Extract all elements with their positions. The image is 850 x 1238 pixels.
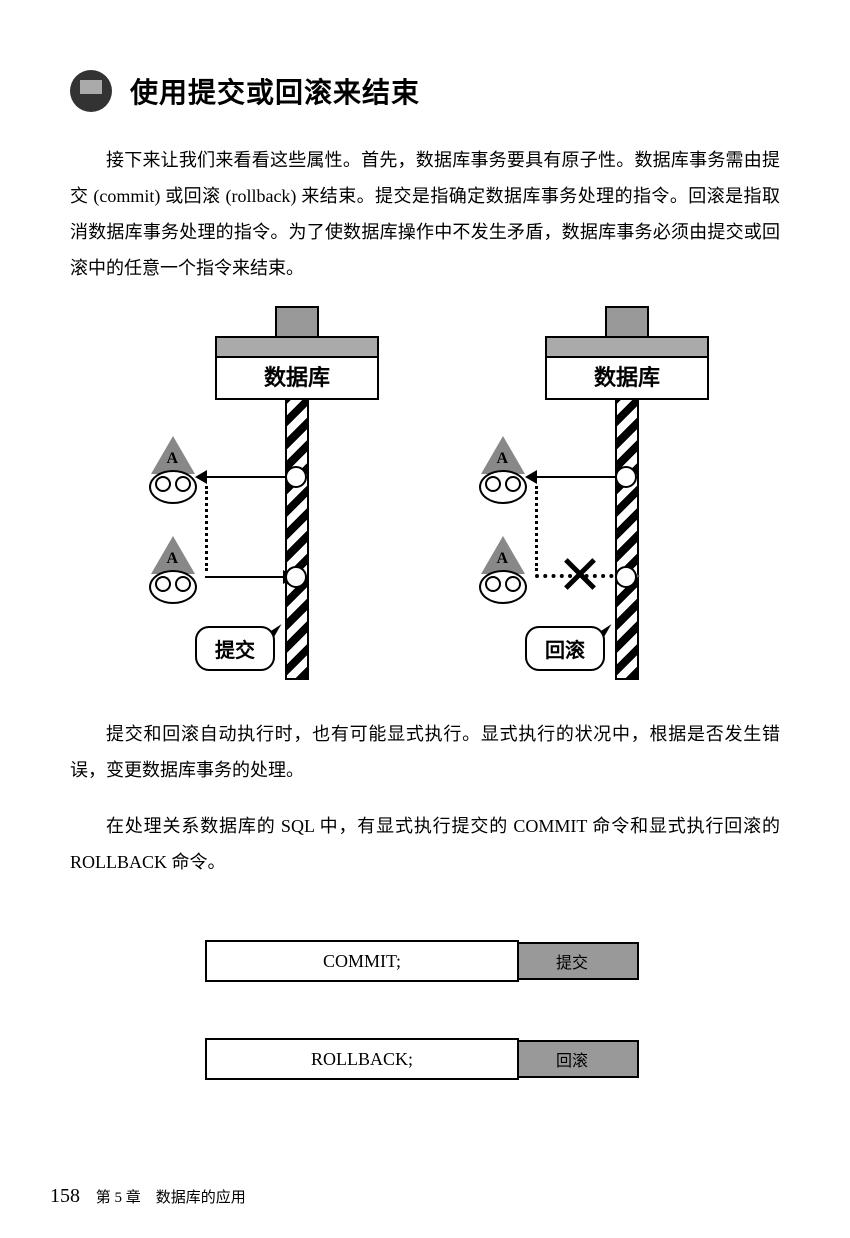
- arrow-icon: [205, 576, 285, 578]
- section-title: 使用提交或回滚来结束: [130, 71, 420, 111]
- gnome-icon: [145, 536, 200, 611]
- arrow-icon: [205, 476, 285, 478]
- rollback-label: 回滚: [525, 626, 605, 671]
- rollback-command: ROLLBACK; 回滚: [205, 1038, 645, 1086]
- paragraph-1: 接下来让我们来看看这些属性。首先，数据库事务要具有原子性。数据库事务需由提交 (…: [70, 142, 780, 286]
- commit-command: COMMIT; 提交: [205, 940, 645, 988]
- database-box: 数据库: [545, 336, 709, 400]
- commit-code: COMMIT;: [205, 940, 519, 982]
- cross-icon: [560, 554, 600, 594]
- crown-icon: [70, 70, 112, 112]
- gnome-icon: [475, 536, 530, 611]
- gnome-icon: [475, 436, 530, 511]
- paragraph-2: 提交和回滚自动执行时，也有可能显式执行。显式执行的状况中，根据是否发生错误，变更…: [70, 716, 780, 788]
- database-box: 数据库: [215, 336, 379, 400]
- page-number: 158: [50, 1185, 80, 1207]
- paragraph-3: 在处理关系数据库的 SQL 中，有显式执行提交的 COMMIT 命令和显式执行回…: [70, 808, 780, 880]
- commit-diagram: 数据库 提交: [135, 306, 385, 686]
- page-footer: 158 第 5 章 数据库的应用: [50, 1185, 246, 1208]
- rollback-diagram: 数据库 回滚: [465, 306, 715, 686]
- chapter-label: 第 5 章 数据库的应用: [96, 1190, 246, 1206]
- rollback-tag: 回滚: [505, 1040, 639, 1078]
- section-header: 使用提交或回滚来结束: [70, 70, 780, 112]
- diagram-area: 数据库 提交 数据库: [70, 306, 780, 686]
- commit-tag: 提交: [505, 942, 639, 980]
- rollback-code: ROLLBACK;: [205, 1038, 519, 1080]
- gnome-icon: [145, 436, 200, 511]
- arrow-icon: [535, 476, 615, 478]
- commit-label: 提交: [195, 626, 275, 671]
